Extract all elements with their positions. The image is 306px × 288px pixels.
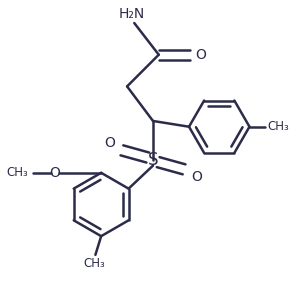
- Text: CH₃: CH₃: [83, 257, 105, 270]
- Text: CH₃: CH₃: [6, 166, 28, 179]
- Text: H₂N: H₂N: [118, 7, 144, 21]
- Text: O: O: [49, 166, 60, 180]
- Text: O: O: [191, 170, 202, 184]
- Text: O: O: [195, 48, 206, 62]
- Text: CH₃: CH₃: [267, 120, 289, 133]
- Text: O: O: [104, 136, 115, 149]
- Text: S: S: [148, 151, 158, 169]
